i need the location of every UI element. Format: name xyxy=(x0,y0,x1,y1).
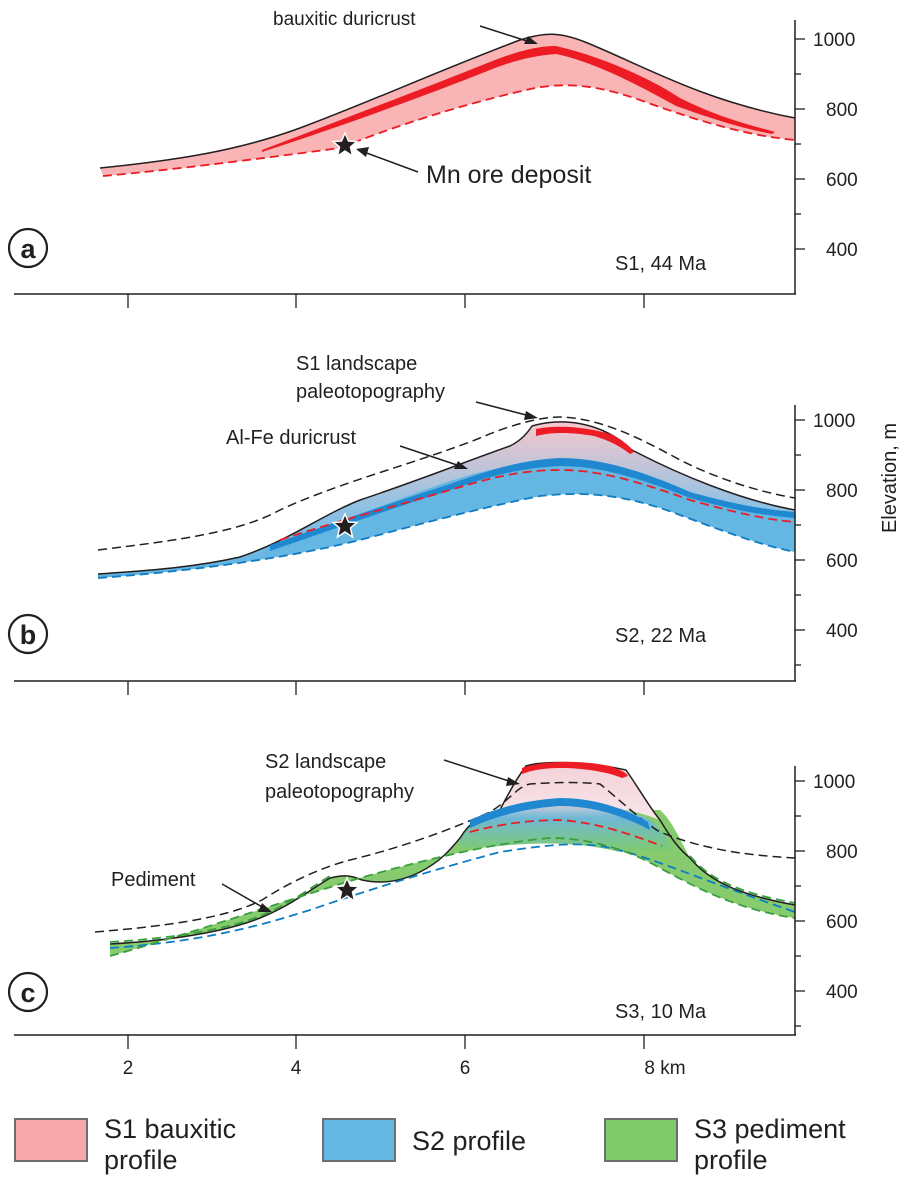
legend-label-s3: S3 pediment profile xyxy=(694,1114,846,1175)
legend-label-s2: S2 profile xyxy=(412,1126,527,1156)
panel-letter-circle-c xyxy=(7,971,49,1013)
s2-duricrust-band-c xyxy=(470,798,650,830)
x-tick-6: 6 xyxy=(460,1058,471,1079)
panel-b: S1 landscape paleotopography Al-Fe duric… xyxy=(7,353,901,695)
surface-line xyxy=(99,33,796,169)
s3-top-dashed xyxy=(109,855,796,943)
x-tick-2: 2 xyxy=(123,1058,134,1079)
stage-label-c: S3, 10 Ma xyxy=(615,1001,707,1023)
y-tick-600-c: 600 xyxy=(826,912,858,933)
panel-letter-b: b xyxy=(20,620,37,650)
label-s2-landscape-1: S2 landscape xyxy=(265,751,386,773)
al-fe-duricrust-band xyxy=(270,458,795,551)
arrow-bauxitic xyxy=(479,25,531,43)
legend-item-s3: S3 pediment profile xyxy=(604,1114,846,1176)
x-tick-4: 4 xyxy=(291,1058,302,1079)
panel-b-x-ticks xyxy=(127,681,645,695)
s3-base-dashed xyxy=(109,837,796,957)
stage-label-b: S2, 22 Ma xyxy=(615,625,707,647)
mn-ore-star-c xyxy=(333,876,361,903)
arrow-mn-ore xyxy=(363,151,419,173)
s2-landscape-dashed xyxy=(94,781,796,933)
label-al-fe-duricrust: Al-Fe duricrust xyxy=(226,427,356,449)
y-tick-400-a: 400 xyxy=(826,240,858,261)
arrowhead xyxy=(356,147,369,157)
label-mn-ore-deposit: Mn ore deposit xyxy=(426,161,591,189)
mn-ore-star xyxy=(331,131,359,158)
panel-letter-c: c xyxy=(20,978,35,1008)
y-axis-label: Elevation, m xyxy=(879,423,901,533)
mn-ore-star-b xyxy=(331,512,359,539)
label-s1-landscape-1: S1 landscape xyxy=(296,353,417,375)
s1-landscape-dashed xyxy=(97,416,796,551)
arrow-s1-landscape xyxy=(475,401,531,417)
label-bauxitic-duricrust: bauxitic duricrust xyxy=(273,9,416,30)
arrow-s2-landscape xyxy=(443,759,513,783)
legend-swatch-s2 xyxy=(322,1118,396,1162)
arrow-pediment xyxy=(221,883,265,909)
panel-c-x-ticks xyxy=(127,1035,645,1049)
s2-base-dashed xyxy=(97,493,796,579)
panel-a-x-ticks xyxy=(127,294,645,308)
panel-c-y-ticks xyxy=(795,780,805,1027)
bauxite-remnant-c xyxy=(522,761,628,778)
s3-profile-fill xyxy=(110,810,795,956)
panel-a-y-ticks xyxy=(795,38,805,250)
arrowhead xyxy=(454,461,468,469)
panel-b-y-ticks xyxy=(795,419,805,666)
bauxite-remnant-b xyxy=(536,426,634,454)
arrowhead xyxy=(506,777,520,786)
y-tick-800-a: 800 xyxy=(826,100,858,121)
legend-item-s1: S1 bauxitic profile xyxy=(14,1114,236,1176)
y-tick-1000-a: 1000 xyxy=(813,30,855,51)
y-tick-400-b: 400 xyxy=(826,621,858,642)
s1-base-dashed xyxy=(102,84,796,177)
y-tick-1000-b: 1000 xyxy=(813,411,855,432)
label-s2-landscape-2: paleotopography xyxy=(265,781,414,803)
label-pediment: Pediment xyxy=(111,869,196,891)
s2-base-dashed-c xyxy=(109,843,796,949)
y-tick-800-b: 800 xyxy=(826,481,858,502)
legend-label-s1: S1 bauxitic profile xyxy=(104,1114,237,1175)
y-tick-400-c: 400 xyxy=(826,982,858,1003)
label-s1-landscape-2: paleotopography xyxy=(296,381,445,403)
panel-letter-a: a xyxy=(20,234,36,264)
arrow-al-fe xyxy=(399,445,461,467)
y-tick-600-b: 600 xyxy=(826,551,858,572)
arrowhead xyxy=(524,411,538,420)
arrowhead xyxy=(524,36,538,44)
panel-letter-circle-b xyxy=(7,613,49,655)
y-tick-800-c: 800 xyxy=(826,842,858,863)
legend-swatch-s3 xyxy=(604,1118,678,1162)
bauxitic-duricrust-band xyxy=(262,46,775,152)
arrowhead xyxy=(258,903,272,912)
panel-letter-circle-a xyxy=(7,227,49,269)
s1-base-dashed-c xyxy=(469,819,663,847)
panel-a: bauxitic duricrust Mn ore deposit S1, 44… xyxy=(7,9,858,308)
legend-item-s2: S2 profile xyxy=(322,1118,526,1162)
surface-line-b xyxy=(97,421,796,575)
x-tick-8km: 8 km xyxy=(644,1058,685,1079)
y-tick-600-a: 600 xyxy=(826,170,858,191)
y-tick-1000-c: 1000 xyxy=(813,772,855,793)
stage-label-a: S1, 44 Ma xyxy=(615,253,707,275)
panel-c: S2 landscape paleotopography Pediment S3… xyxy=(7,751,858,1079)
legend-swatch-s1 xyxy=(14,1118,88,1162)
